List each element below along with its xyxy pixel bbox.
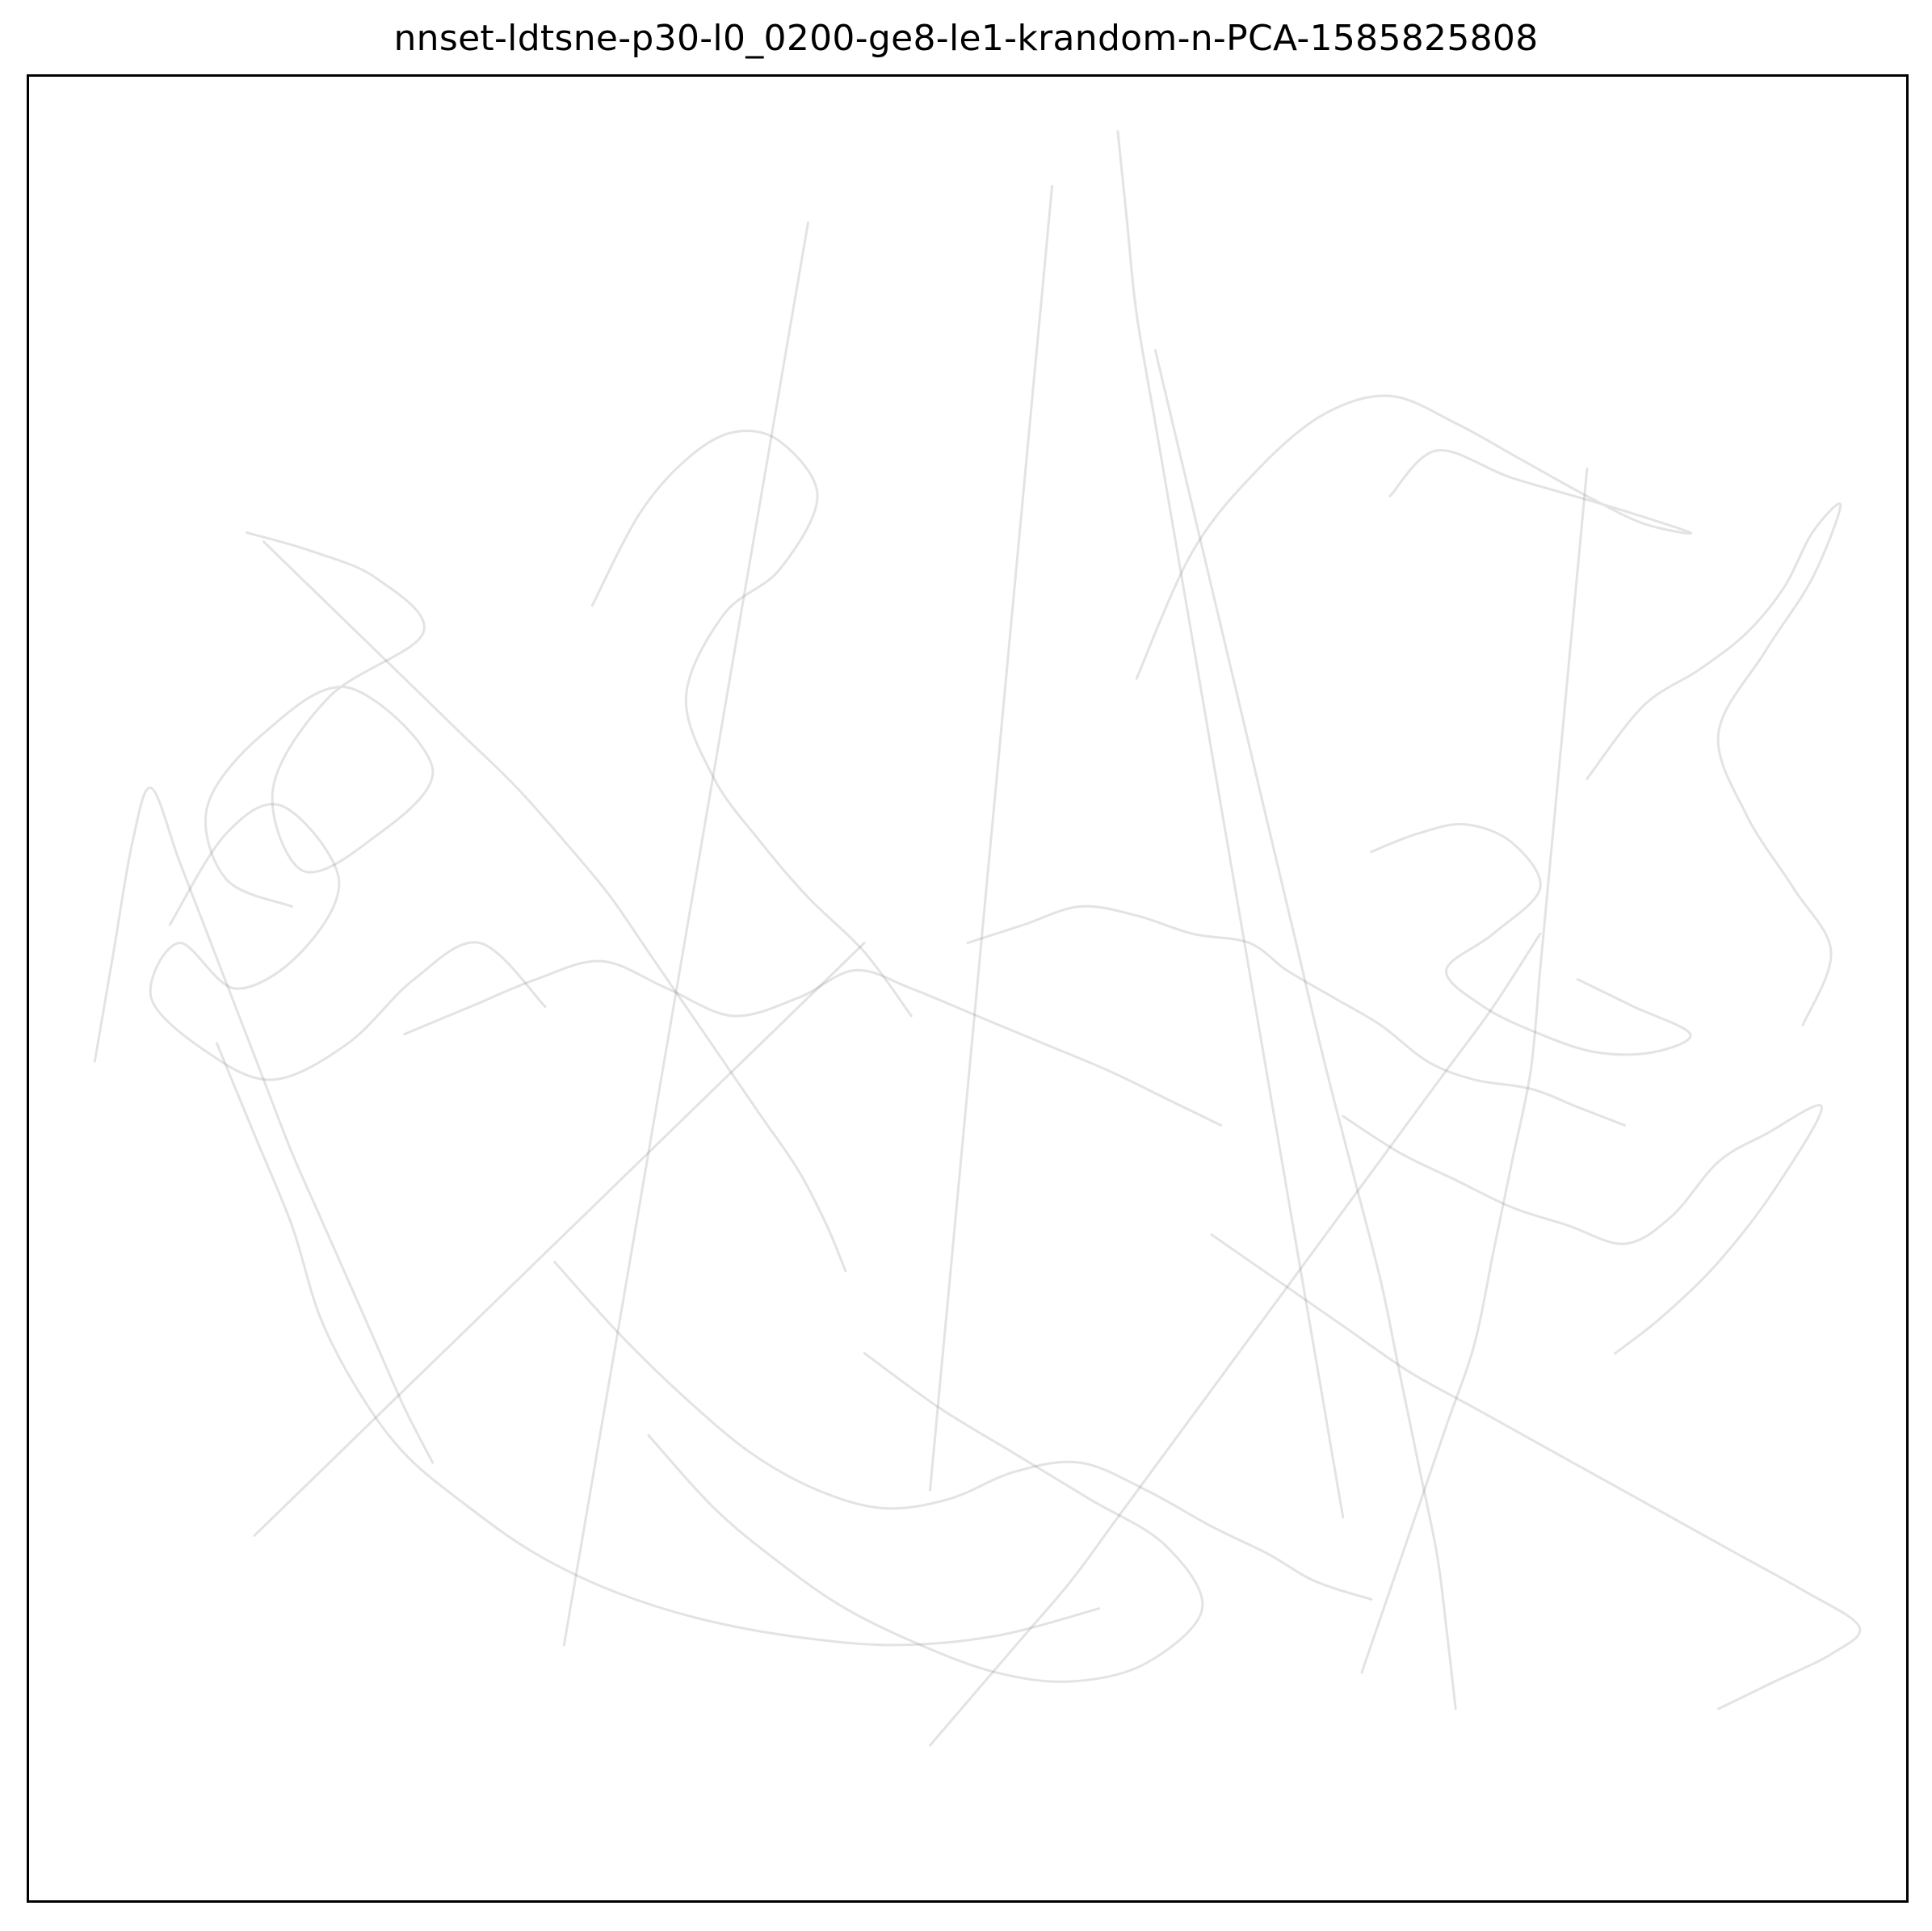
axes-frame bbox=[27, 74, 1909, 1903]
trajectory-line-1 bbox=[204, 531, 435, 908]
trajectory-line-18 bbox=[929, 932, 1542, 1747]
trajectory-line-13 bbox=[562, 221, 809, 1647]
trajectory-line-3 bbox=[215, 1042, 1101, 1647]
trajectory-line-2 bbox=[149, 803, 547, 1081]
trajectory-line-12 bbox=[647, 1352, 1204, 1683]
trajectory-line-19 bbox=[1210, 1233, 1862, 1711]
trajectory-line-11 bbox=[553, 1261, 1373, 1601]
trajectory-line-14 bbox=[1116, 130, 1345, 1519]
trajectory-line-17 bbox=[262, 540, 847, 1273]
trajectory-line-16 bbox=[1153, 349, 1457, 1711]
trajectory-line-8 bbox=[1370, 823, 1692, 1056]
trajectory-line-15 bbox=[929, 185, 1054, 1492]
trajectory-line-4 bbox=[590, 430, 913, 1018]
trajectory-line-7 bbox=[1135, 394, 1692, 680]
trajectory-line-22 bbox=[93, 787, 435, 1464]
trajectory-line-21 bbox=[253, 942, 866, 1537]
chart-title: nnset-ldtsne-p30-l0_0200-ge8-le1-krandom… bbox=[393, 18, 1539, 59]
trajectory-line-5 bbox=[403, 959, 1223, 1127]
trajectory-line-20 bbox=[1360, 468, 1589, 1674]
trajectory-line-6 bbox=[966, 905, 1626, 1127]
trajectory-layer bbox=[93, 130, 1862, 1747]
trajectory-line-9 bbox=[1586, 502, 1842, 1026]
trajectory-line-10 bbox=[1342, 1104, 1823, 1355]
